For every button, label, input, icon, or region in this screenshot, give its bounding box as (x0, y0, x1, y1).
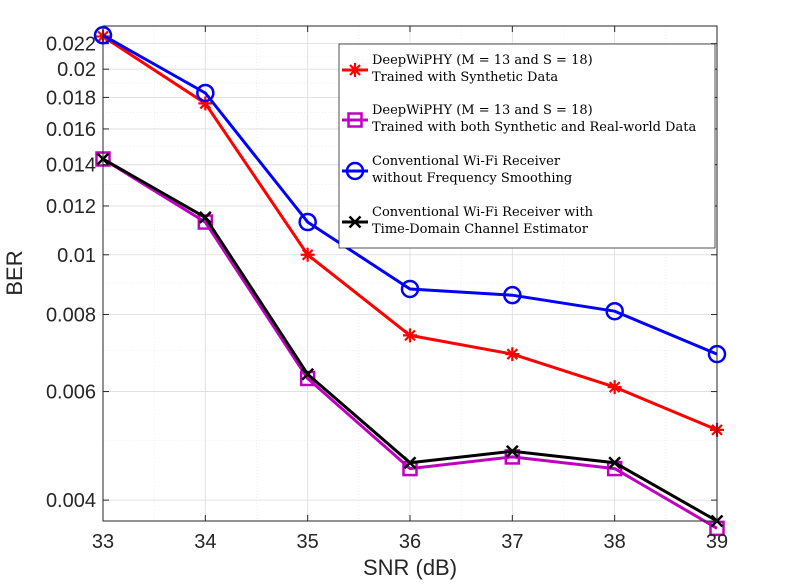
data-point-shape (503, 285, 522, 305)
y-tick-label: 0.01 (57, 245, 96, 267)
legend-marker-shape (348, 215, 362, 229)
legend-label-line2: Trained with Synthetic Data (372, 70, 558, 85)
y-tick-label: 0.022 (46, 34, 96, 56)
y-tick-label: 0.012 (46, 196, 96, 218)
legend-label-line1: Conventional Wi-Fi Receiver (372, 154, 561, 169)
legend-label-line2: Trained with both Synthetic and Real-wor… (372, 120, 696, 135)
y-axis-ticks: 0.004 0.006 0.008 0.01 0.012 0.014 0.016 0.018 0… (46, 34, 717, 512)
x-axis-label: SNR (dB) (363, 555, 457, 580)
data-point-shape (403, 456, 417, 470)
data-point-shape (198, 96, 213, 111)
legend-marker-shape (345, 161, 365, 181)
legend-label-line1: Conventional Wi-Fi Receiver with (372, 205, 594, 220)
data-point (197, 214, 214, 230)
data-point (403, 456, 417, 470)
data-point-shape (608, 456, 622, 470)
data-point (196, 83, 215, 103)
data-point-shape (605, 301, 624, 321)
y-tick-label: 0.018 (46, 87, 96, 109)
series-3 (96, 152, 724, 528)
data-point (503, 285, 522, 305)
legend-marker-shape (347, 112, 363, 128)
data-point-shape (198, 210, 212, 224)
legend: DeepWiPHY (M = 13 and S = 18) Trained wit… (338, 43, 716, 249)
data-point (605, 301, 624, 321)
y-tick-label: 0.008 (46, 305, 96, 327)
data-point-shape (197, 214, 214, 230)
y-axis-label: BER (2, 250, 27, 295)
data-point (403, 328, 417, 343)
data-point (298, 212, 317, 232)
data-point (505, 347, 520, 362)
legend-label-line2: Time-Domain Channel Estimator (372, 222, 589, 237)
data-point-shape (403, 328, 417, 343)
data-point-shape (301, 367, 315, 381)
series-line (102, 157, 718, 530)
data-point-shape (505, 444, 519, 458)
y-tick-label: 0.014 (46, 155, 96, 177)
y-tick-label: 0.004 (46, 490, 96, 512)
legend-marker (348, 215, 362, 229)
series-line (102, 33, 718, 356)
data-point-shape (400, 279, 420, 299)
legend-box (338, 43, 716, 249)
x-tick-label: 35 (297, 531, 319, 553)
data-point-shape (300, 247, 315, 262)
data-point (607, 380, 622, 395)
data-point (400, 279, 420, 299)
data-point (300, 247, 315, 262)
x-tick-label: 37 (501, 531, 523, 553)
x-tick-label: 33 (92, 531, 114, 553)
legend-label-line2: without Frequency Smoothing (372, 171, 572, 186)
x-tick-label: 38 (604, 531, 626, 553)
data-point (505, 444, 519, 458)
legend-marker (348, 63, 362, 77)
data-point-shape (196, 83, 215, 103)
y-tick-label: 0.02 (57, 59, 96, 81)
y-tick-label: 0.016 (46, 119, 96, 141)
x-axis-ticks: 33 34 35 36 37 38 39 (92, 26, 728, 553)
legend-marker (345, 161, 365, 181)
legend-label-line1: DeepWiPHY (M = 13 and S = 18) (372, 103, 593, 118)
data-point (198, 210, 212, 224)
data-point-shape (607, 380, 622, 395)
legend-marker (347, 112, 363, 128)
data-point-shape (298, 212, 317, 232)
y-tick-label: 0.006 (46, 382, 96, 404)
data-point (608, 456, 622, 470)
x-tick-label: 36 (399, 531, 421, 553)
x-tick-label: 34 (194, 531, 216, 553)
legend-marker-shape (348, 63, 362, 77)
data-point (301, 367, 315, 381)
data-point-shape (505, 347, 520, 362)
data-point (198, 96, 213, 111)
legend-label-line1: DeepWiPHY (M = 13 and S = 18) (372, 53, 593, 68)
x-tick-label: 39 (706, 531, 728, 553)
